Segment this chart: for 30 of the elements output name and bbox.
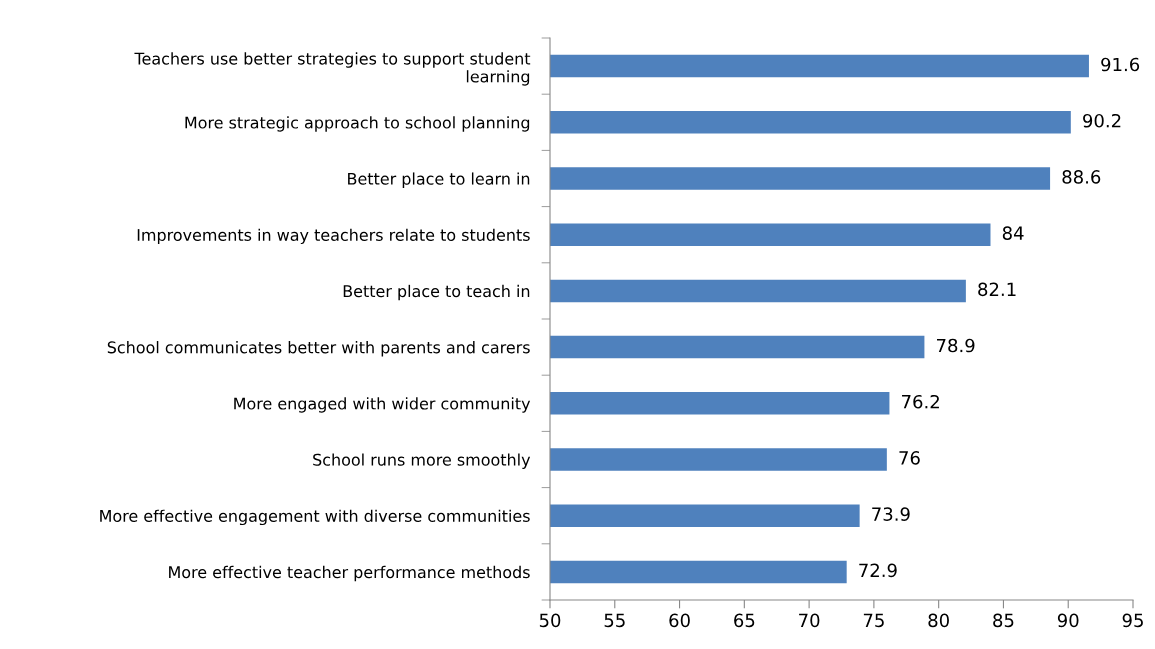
y-tick-label: More engaged with wider community bbox=[234, 397, 531, 413]
data-label: 76 bbox=[899, 451, 920, 465]
x-tick-label: 80 bbox=[928, 613, 949, 628]
x-tick-label: 95 bbox=[1122, 613, 1143, 628]
data-label: 76.2 bbox=[902, 394, 939, 409]
y-tick-label: School runs more smoothly bbox=[313, 453, 531, 469]
data-label: 84 bbox=[1002, 226, 1024, 240]
y-tick-label: Teachers use better strategies to support student learning bbox=[134, 52, 531, 86]
data-label: 73.9 bbox=[872, 507, 910, 521]
data-label: 78.9 bbox=[937, 338, 975, 353]
data-label: 72.9 bbox=[859, 563, 897, 578]
x-tick-label: 90 bbox=[1057, 613, 1079, 628]
x-tick-label: 50 bbox=[539, 613, 561, 628]
y-tick-label: Better place to teach in bbox=[343, 284, 530, 301]
x-tick-label: 85 bbox=[993, 613, 1014, 628]
x-tick-label: 70 bbox=[799, 613, 820, 628]
x-tick-label: 55 bbox=[604, 613, 625, 628]
data-label: 91.6 bbox=[1101, 57, 1140, 72]
data-label: 90.2 bbox=[1083, 113, 1121, 128]
y-tick-label: More effective engagement with diverse communities bbox=[100, 509, 530, 526]
y-tick-label: Better place to learn in bbox=[348, 172, 530, 188]
data-label: 88.6 bbox=[1062, 170, 1101, 184]
x-tick-label: 60 bbox=[669, 613, 690, 628]
data-label: 82.1 bbox=[978, 282, 1016, 297]
y-tick-label: School communicates better with parents and carers bbox=[107, 341, 530, 357]
x-tick-label: 65 bbox=[734, 613, 755, 628]
y-tick-label: Improvements in way teachers relate to students bbox=[137, 228, 530, 245]
y-tick-label: More effective teacher performance methods bbox=[169, 565, 530, 582]
x-tick-label: 75 bbox=[863, 613, 884, 628]
y-tick-label: More strategic approach to school planning bbox=[185, 116, 530, 132]
